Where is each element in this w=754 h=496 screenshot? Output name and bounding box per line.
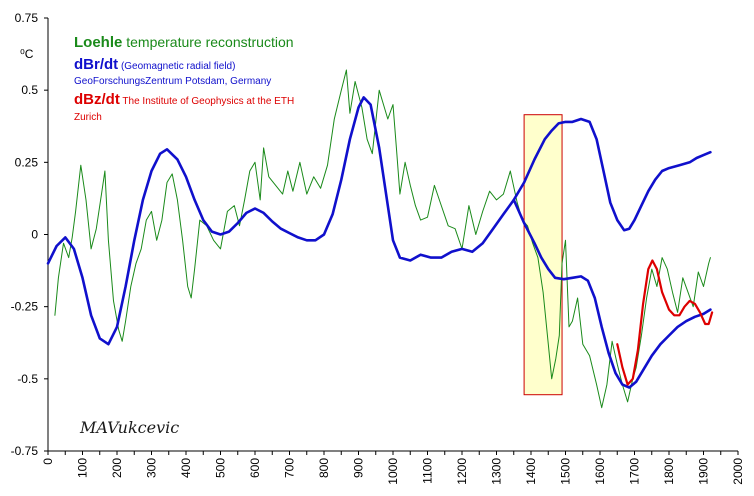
x-tick-label: 1200 bbox=[455, 458, 469, 485]
axes bbox=[44, 17, 739, 455]
y-unit-label: ⁰C bbox=[20, 47, 34, 61]
highlight-box bbox=[523, 114, 563, 396]
x-tick-label: 300 bbox=[145, 458, 159, 478]
y-tick-label: 0.25 bbox=[15, 155, 39, 169]
series-line-1 bbox=[46, 96, 712, 346]
x-tick-label: 1500 bbox=[559, 458, 573, 485]
x-tick-label: 1400 bbox=[524, 458, 538, 485]
x-tick-label: 1000 bbox=[386, 458, 400, 485]
legend-loehle-bold: Loehle bbox=[74, 34, 122, 51]
y-tick-label: -0.5 bbox=[17, 372, 38, 386]
series-line-0 bbox=[54, 69, 711, 409]
legend-dbz: dBz/dt The Institute of Geophysics at th… bbox=[74, 91, 294, 108]
x-tick-label: 800 bbox=[317, 458, 331, 478]
series-lines bbox=[46, 69, 714, 409]
legend-dbr-bold: dBr/dt bbox=[74, 56, 118, 73]
y-tick-label: -0.75 bbox=[11, 444, 39, 458]
y-tick-label: 0.75 bbox=[15, 11, 39, 25]
x-tick-label: 500 bbox=[214, 458, 228, 478]
y-tick-label: 0 bbox=[31, 228, 38, 242]
x-tick-label: 600 bbox=[248, 458, 262, 478]
legend-loehle-text: temperature reconstruction bbox=[122, 34, 293, 50]
x-tick-label: 0 bbox=[41, 458, 55, 465]
x-tick-label: 1300 bbox=[490, 458, 504, 485]
x-tick-label: 700 bbox=[283, 458, 297, 478]
x-tick-label: 1700 bbox=[628, 458, 642, 485]
legend-dbz-source: Zurich bbox=[74, 112, 102, 123]
legend-dbr-text: (Geomagnetic radial field) bbox=[118, 61, 235, 72]
tick-labels: 0.750.50.250-0.25-0.5-0.750 100 200 300 400 5… bbox=[11, 11, 745, 485]
legend-dbr-source: GeoForschungsZentrum Potsdam, Germany bbox=[74, 76, 271, 87]
x-tick-label: 1900 bbox=[697, 458, 711, 485]
series-line-3 bbox=[616, 259, 714, 386]
legend-dbz-bold: dBz/dt bbox=[74, 91, 120, 108]
x-tick-label: 400 bbox=[179, 458, 193, 478]
x-tick-label: 1600 bbox=[593, 458, 607, 485]
x-tick-label: 100 bbox=[76, 458, 90, 478]
signature: MAVukcevic bbox=[79, 418, 179, 437]
y-tick-label: 0.5 bbox=[21, 83, 38, 97]
x-tick-label: 1100 bbox=[421, 458, 435, 484]
x-tick-label: 2000 bbox=[731, 458, 745, 485]
y-tick-label: -0.25 bbox=[11, 300, 39, 314]
series-line-2 bbox=[512, 198, 712, 389]
x-tick-label: 200 bbox=[110, 458, 124, 478]
legend-dbr: dBr/dt (Geomagnetic radial field) bbox=[74, 56, 235, 73]
legend-dbz-text: The Institute of Geophysics at the ETH bbox=[120, 96, 294, 107]
x-tick-label: 900 bbox=[352, 458, 366, 478]
legend-loehle: Loehle temperature reconstruction bbox=[74, 34, 294, 51]
x-tick-label: 1800 bbox=[662, 458, 676, 485]
